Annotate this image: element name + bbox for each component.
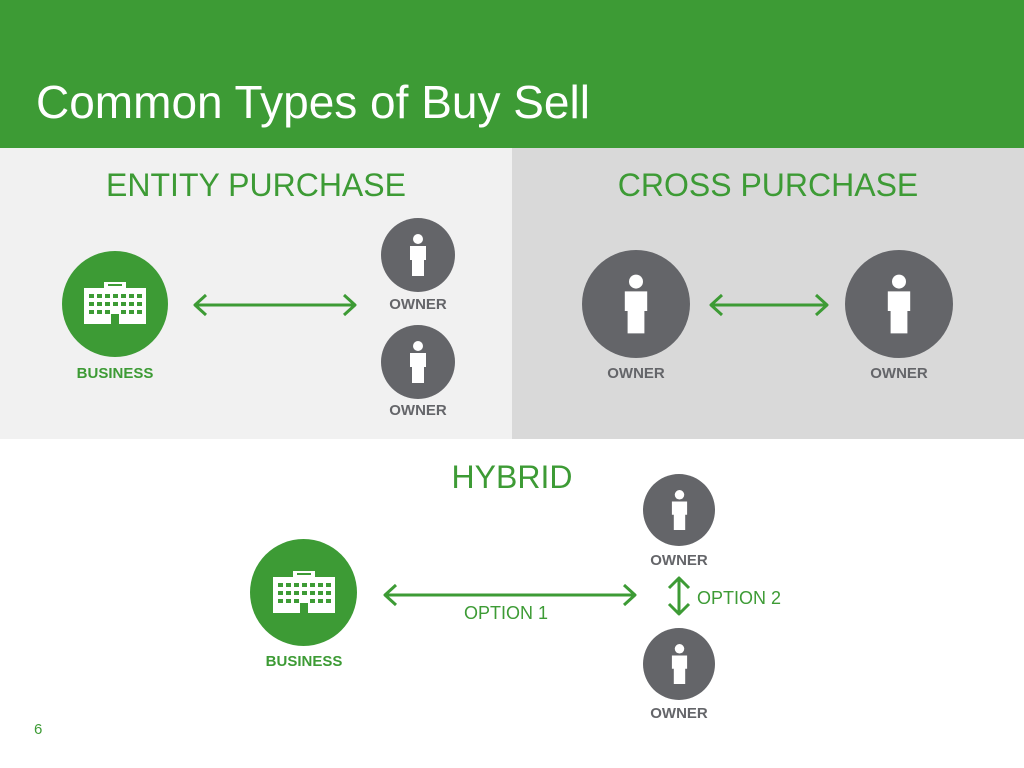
business-label: BUSINESS <box>265 653 343 670</box>
person-icon <box>624 274 648 334</box>
business-label: BUSINESS <box>76 365 154 382</box>
owner-circle <box>845 250 953 358</box>
building-icon <box>272 570 335 615</box>
entity-purchase-heading: ENTITY PURCHASE <box>106 167 406 203</box>
business-circle <box>250 539 357 646</box>
owner-label: OWNER <box>389 402 447 419</box>
person-icon <box>887 274 911 334</box>
owner-circle <box>582 250 690 358</box>
hybrid-heading: HYBRID <box>451 459 573 495</box>
cross-purchase-panel: CROSS PURCHASE OWNER OWNER <box>512 148 1024 439</box>
person-icon <box>410 234 426 276</box>
owner-label: OWNER <box>870 365 928 382</box>
vertical-double-arrow-icon <box>667 576 691 616</box>
owner-circle <box>643 474 715 546</box>
owner-label: OWNER <box>650 552 708 569</box>
owner-circle <box>381 325 455 399</box>
building-icon <box>84 282 146 326</box>
entity-purchase-panel: ENTITY PURCHASE BUSINESS OWNER <box>0 148 512 439</box>
person-icon <box>410 341 426 383</box>
owner-circle <box>381 218 455 292</box>
option-1-label: OPTION 1 <box>464 603 549 623</box>
double-arrow-icon <box>193 293 357 317</box>
owner-label: OWNER <box>650 705 708 722</box>
owner-label: OWNER <box>389 296 447 313</box>
owner-label: OWNER <box>607 365 665 382</box>
person-icon <box>671 490 687 530</box>
option-2-label: OPTION 2 <box>697 588 782 608</box>
page-number: 6 <box>34 721 43 738</box>
cross-purchase-heading: CROSS PURCHASE <box>617 167 919 203</box>
person-icon <box>671 644 687 684</box>
double-arrow-icon <box>709 293 829 317</box>
double-arrow-icon <box>383 583 637 607</box>
slide-title: Common Types of Buy Sell <box>36 76 590 128</box>
owner-circle <box>643 628 715 700</box>
business-circle <box>62 251 168 357</box>
title-bar: Common Types of Buy Sell <box>0 0 1024 148</box>
